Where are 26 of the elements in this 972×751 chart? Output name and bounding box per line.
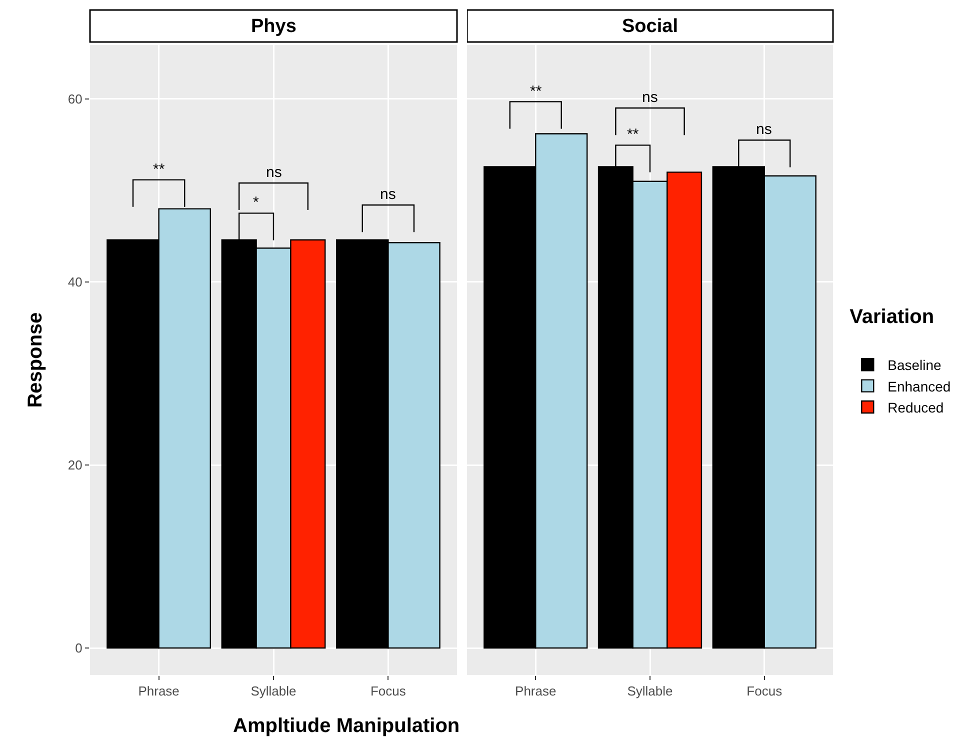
legend-label: Reduced xyxy=(888,399,944,416)
legend-label: Baseline xyxy=(888,357,942,374)
y-tick-label: 40 xyxy=(68,274,82,290)
x-axis-title: Ampltiude Manipulation xyxy=(233,715,460,737)
annotation: ** xyxy=(153,161,165,178)
y-axis-title: Response xyxy=(24,312,46,408)
x-tick-label: Phrase xyxy=(138,684,180,699)
x-tick-label: Phrase xyxy=(515,684,556,699)
annotation: ** xyxy=(627,126,639,143)
annotation: ns xyxy=(756,121,772,138)
x-tick-label: Focus xyxy=(370,684,406,699)
annotation: * xyxy=(253,194,259,211)
annotation: ns xyxy=(380,186,396,203)
y-tick-label: 20 xyxy=(68,458,82,473)
chart-title: Social xyxy=(622,16,678,37)
chart-title: Phys xyxy=(251,16,296,37)
annotation: ** xyxy=(530,83,542,100)
annotation: ns xyxy=(642,89,658,106)
x-tick-label: Syllable xyxy=(250,684,296,699)
legend-title: Variation xyxy=(850,306,934,328)
y-tick-label: 60 xyxy=(68,92,82,107)
legend-label: Enhanced xyxy=(888,378,951,394)
y-tick-label: 0 xyxy=(75,640,82,656)
x-tick-label: Syllable xyxy=(627,684,673,699)
annotation: ns xyxy=(266,164,282,181)
x-tick-label: Focus xyxy=(746,684,783,699)
